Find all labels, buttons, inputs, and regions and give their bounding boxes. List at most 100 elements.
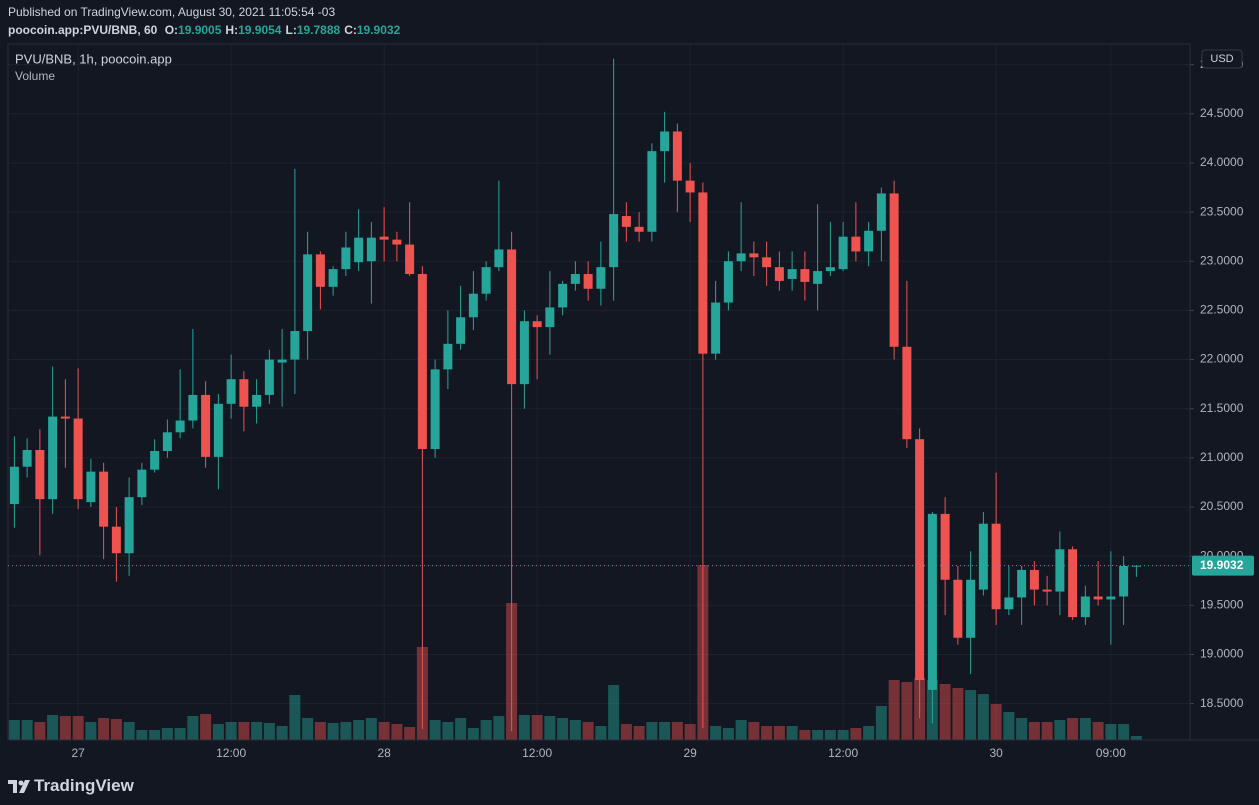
y-tick-label: 23.0000 — [1200, 253, 1244, 267]
candle-body — [35, 450, 45, 500]
candle-body — [443, 343, 453, 370]
volume-bar — [608, 685, 620, 740]
candle-body — [634, 226, 644, 232]
candle-body — [1106, 596, 1116, 600]
volume-bar — [47, 715, 59, 740]
y-tick-label: 19.5000 — [1200, 597, 1244, 611]
volume-bar — [1092, 722, 1104, 740]
candle-body — [851, 236, 861, 252]
x-tick-label: 09:00 — [1096, 746, 1126, 760]
volume-bar — [353, 720, 365, 740]
volume-bar — [837, 730, 849, 740]
candle-body — [647, 151, 657, 232]
volume-bar — [72, 716, 84, 740]
volume-bar — [786, 726, 798, 740]
x-tick-label: 28 — [377, 746, 391, 760]
x-tick-label: 30 — [989, 746, 1003, 760]
y-tick-label: 22.5000 — [1200, 303, 1244, 317]
candle-body — [137, 469, 147, 498]
volume-bar — [1079, 718, 1091, 740]
candle-body — [264, 359, 274, 395]
candle-body — [366, 237, 376, 262]
volume-bar — [952, 688, 964, 740]
volume-bar — [939, 684, 951, 740]
brand[interactable]: TradingView — [8, 776, 134, 796]
candle-body — [150, 450, 160, 470]
candle-body — [379, 236, 389, 240]
volume-bar — [263, 723, 275, 740]
candle-body — [596, 267, 606, 289]
symbol-header: poocoin.app:PVU/BNB, 60 O:19.9005 H:19.90… — [8, 23, 400, 37]
volume-bar — [633, 726, 645, 740]
candle-body — [570, 274, 580, 284]
volume-bar — [314, 722, 326, 740]
candle-body — [915, 439, 925, 681]
candle-body — [175, 420, 185, 433]
volume-bar — [1067, 718, 1079, 740]
volume-bar — [1041, 722, 1053, 740]
candle-body — [494, 249, 504, 268]
ohlc-label: H: — [225, 23, 239, 37]
volume-bar — [225, 722, 237, 740]
currency-button[interactable] — [1201, 49, 1243, 69]
candle-body — [532, 321, 542, 328]
currency-label: USD — [1210, 53, 1233, 65]
candle-body — [545, 307, 555, 328]
volume-bar — [531, 715, 543, 740]
chart: 18.500019.000019.500020.000020.500021.00… — [7, 43, 1259, 761]
candle-body — [328, 269, 338, 287]
candle-body — [876, 193, 886, 231]
candle-body — [966, 579, 976, 638]
volume-bar — [595, 726, 607, 740]
candle-body — [60, 416, 70, 419]
candle-body — [162, 432, 172, 451]
volume-bar — [161, 728, 173, 740]
candle-body — [226, 379, 236, 404]
candle-body — [774, 267, 784, 281]
candle-body — [991, 523, 1001, 610]
candle-body — [1068, 549, 1078, 618]
volume-bar — [59, 716, 71, 740]
candle-body — [864, 230, 874, 252]
x-tick-label: 12:00 — [216, 746, 246, 760]
candle-body — [1080, 596, 1090, 618]
symbol: poocoin.app:PVU/BNB, 60 — [8, 23, 158, 37]
candle-body — [277, 359, 287, 363]
y-tick-label: 20.5000 — [1200, 499, 1244, 513]
candle-body — [124, 497, 134, 554]
ohlc-label: L: — [285, 23, 297, 37]
volume-bar — [276, 726, 288, 740]
volume-bar — [722, 728, 734, 740]
volume-bar — [850, 728, 862, 740]
x-tick-label: 27 — [71, 746, 85, 760]
ohlc-readout: O:19.9005 H:19.9054 L:19.7888 C:19.9032 — [161, 23, 401, 37]
volume-bar — [569, 720, 581, 740]
volume-bar — [480, 720, 492, 740]
volume-bar — [965, 690, 977, 740]
volume-bar — [149, 730, 161, 740]
candle-body — [672, 131, 682, 181]
brand-logo — [8, 780, 30, 793]
volume-bar — [824, 730, 836, 740]
volume-bar — [990, 704, 1002, 740]
volume-bar — [557, 718, 569, 740]
ohlc-label: C: — [344, 23, 357, 37]
candle-body — [762, 257, 772, 268]
candle-body — [417, 274, 427, 450]
volume-bar — [404, 727, 416, 740]
volume-bar — [735, 720, 747, 740]
volume-bar — [518, 715, 530, 740]
candle-body — [711, 302, 721, 354]
volume-bar — [378, 722, 390, 740]
candle-body — [290, 331, 300, 360]
volume-bar — [863, 726, 875, 740]
candle-body — [1055, 549, 1065, 592]
ohlc-label: O: — [164, 23, 179, 37]
candle-body — [354, 237, 364, 263]
last-price-box — [1192, 555, 1254, 576]
volume-bar — [455, 718, 467, 740]
candle-body — [902, 346, 912, 440]
y-tick-label: 18.5000 — [1200, 696, 1244, 710]
x-tick-label: 12:00 — [828, 746, 858, 760]
candle-body — [303, 254, 313, 332]
